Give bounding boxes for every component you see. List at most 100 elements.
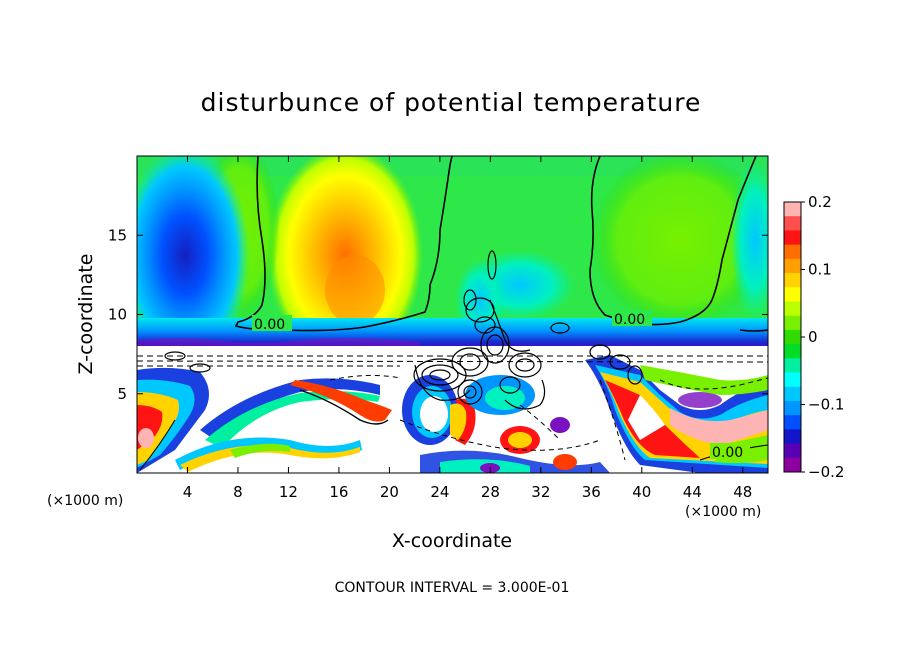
contour-left — [234, 156, 453, 332]
center-cyan-mid — [485, 386, 525, 410]
colorbar-segment — [784, 329, 801, 345]
warm-core — [325, 255, 385, 325]
right-upper-band — [640, 365, 768, 395]
cyan-spot-right — [730, 160, 768, 320]
colorbar-segment — [784, 372, 801, 388]
x-tick-label: 8 — [233, 483, 243, 501]
colorbar-segment — [784, 301, 801, 317]
center-yellow-band — [450, 403, 467, 440]
vortex-23 — [414, 364, 471, 401]
colorbar-tick-label: −0.1 — [808, 396, 844, 414]
solid-lower-1 — [299, 389, 389, 425]
contours-upper — [234, 156, 768, 332]
vortex-10 — [508, 352, 542, 378]
x-axis-label: X-coordinate — [392, 530, 512, 552]
center-red-spot — [553, 454, 577, 470]
plot-area: 0.00 0.00 0.00 — [137, 156, 768, 473]
vortex-22 — [189, 363, 211, 373]
colorbar-segment — [784, 244, 801, 260]
x-tick-label: 12 — [279, 483, 298, 501]
center-purple-low — [550, 417, 570, 433]
right-white — [628, 395, 665, 440]
colorbar-segment — [784, 415, 801, 430]
x-tick-label: 32 — [531, 483, 550, 501]
vortex-20 — [627, 365, 643, 385]
lower-features — [137, 355, 768, 473]
vortex-24 — [504, 379, 546, 410]
dashed-lower-1 — [329, 374, 401, 381]
center-yellow-low — [508, 432, 532, 448]
y-tick-label: 5 — [117, 385, 127, 403]
contour-label-2: 0.00 — [614, 312, 645, 328]
cold-column — [137, 156, 250, 365]
colorbar-segment — [784, 315, 801, 331]
vortex-4 — [451, 347, 489, 377]
colorbar-segment — [784, 230, 801, 246]
colorbar-segment — [784, 358, 801, 374]
contour-label-1: 0.00 — [254, 317, 285, 333]
colorbar-segment — [784, 273, 801, 288]
vortex-5 — [459, 353, 481, 371]
contour-right-edge — [739, 329, 768, 332]
lower-arc-red — [290, 380, 392, 422]
dashed-lower-4 — [659, 377, 768, 390]
x-tick-label: 20 — [380, 483, 399, 501]
colorbar-segment — [784, 429, 801, 445]
y-tick-label: 10 — [108, 306, 127, 324]
vortex-17 — [550, 322, 570, 334]
contour-interval-note: CONTOUR INTERVAL = 3.000E-01 — [335, 580, 570, 596]
contour-label-bg-3 — [710, 443, 750, 459]
dashed-lower-3 — [599, 379, 626, 461]
dashed-lower-5 — [519, 404, 561, 441]
tropopause-purple — [137, 337, 420, 348]
contour-right — [589, 156, 757, 326]
colorbar-segment — [784, 443, 801, 459]
contour-label-bg-1 — [252, 315, 292, 331]
lower-left-core — [138, 428, 154, 448]
x-tick-label: 36 — [582, 483, 601, 501]
colorbar-tick-label: 0.1 — [808, 261, 832, 279]
y-axis-label: Z-coordinate — [75, 254, 97, 375]
contour-label-3: 0.00 — [712, 445, 743, 461]
colorbar-segment — [784, 258, 801, 274]
x-unit-note: (×1000 m) — [47, 493, 123, 509]
colorbar-tick-label: 0 — [808, 328, 818, 346]
vortex-8 — [457, 379, 483, 405]
vortex-7 — [486, 334, 504, 356]
y-axis-ticks: 5 10 15 — [108, 226, 768, 403]
lower-wave-band — [175, 437, 362, 470]
vortex-1 — [413, 358, 467, 392]
colorbar-tick-label: −0.2 — [808, 463, 844, 481]
vortex-14 — [463, 289, 477, 311]
x-tick-label: 16 — [329, 483, 348, 501]
colorbar-tick-label: 0.2 — [808, 193, 832, 211]
vortex-13 — [474, 316, 496, 334]
x-tick-label: 4 — [183, 483, 193, 501]
colorbar-segment — [784, 344, 801, 359]
lower-wave-green — [230, 443, 290, 458]
light-green-right — [590, 156, 768, 330]
vortex-9 — [463, 385, 477, 399]
vortex-2 — [421, 364, 459, 386]
y-tick-label: 15 — [108, 226, 127, 244]
x-tick-label: 28 — [481, 483, 500, 501]
center-white-left — [420, 396, 448, 432]
vortex-21 — [164, 351, 186, 361]
vortex-3 — [429, 369, 451, 381]
vortex-15 — [487, 250, 497, 280]
colorbar-ticks: 0.2 0.1 0 −0.1 −0.2 — [801, 193, 844, 481]
right-white-2 — [670, 408, 768, 445]
colorbar-segment — [784, 457, 801, 473]
contour-label-bg-2 — [612, 310, 652, 326]
vortex-18 — [589, 344, 611, 360]
colorbar-segment — [784, 287, 801, 302]
colorbar-segment — [784, 400, 801, 416]
colorbar — [784, 202, 801, 473]
colorbar-segment — [784, 202, 801, 217]
lower-wave-yellow — [180, 445, 360, 472]
vortex-11 — [515, 358, 535, 372]
x-axis-ticks: 4 8 12 16 20 24 28 32 36 40 44 48 — [183, 156, 752, 501]
x-tick-label: 48 — [733, 483, 752, 501]
turbulent-contours — [164, 250, 643, 410]
